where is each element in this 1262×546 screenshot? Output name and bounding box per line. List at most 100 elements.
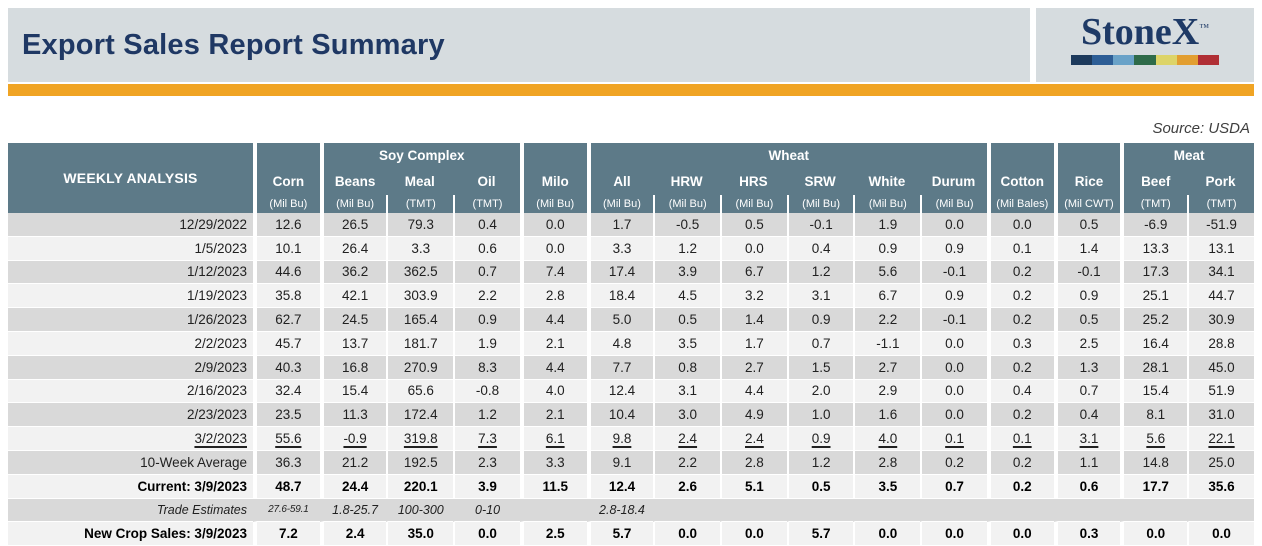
cell: 100-300 [386,498,454,523]
cell: 0.0 [720,522,787,546]
unit-header-all: (Mil Bu) [586,195,654,213]
unit-header-oil: (TMT) [453,195,520,213]
cell: 2.6 [653,474,721,499]
cell: 1.9 [453,331,520,356]
cell: 3.9 [453,474,520,499]
cell: 42.1 [319,284,387,309]
cell: 3.5 [853,474,921,499]
cell: 0.2 [986,403,1054,428]
cell: 165.4 [386,308,454,332]
cell: 25.0 [1187,450,1254,475]
cell: -0.5 [653,213,721,237]
cell: 2.4 [319,522,387,546]
table-body: 12/29/2022 12.6 26.5 79.3 0.4 0.0 1.7 -0.5 0.5 -0… [8,213,1254,546]
cell: 65.6 [386,379,454,404]
cell: 0.0 [920,331,987,356]
cell: 40.3 [253,355,320,380]
cell: 0.5 [1053,213,1121,237]
cell [853,498,921,523]
cell: 1.6 [853,403,921,428]
cell: 0.4 [986,379,1054,404]
cell: 0.9 [853,236,921,261]
table-row: 10-Week Average 36.3 21.2 192.5 2.3 3.3 9.1 2.2… [8,450,1254,475]
cell: 0.0 [519,236,587,261]
row-label: 1/26/2023 [8,308,253,332]
cell: 2.7 [853,355,921,380]
cell [786,498,854,523]
column-header-hrw: HRW [653,168,721,195]
cell: 3.1 [1053,427,1121,451]
cell: -0.8 [453,379,520,404]
cell: 3.9 [653,260,721,285]
cell: 0.9 [786,427,854,451]
cell: 26.4 [319,236,387,261]
cell: 28.8 [1187,331,1254,356]
stonex-logo-text: StoneX™ [1080,11,1210,53]
cell: 0.9 [920,236,987,261]
table-row: 1/19/2023 35.8 42.1 303.9 2.2 2.8 18.4 4.5 3.2 3.… [8,284,1254,309]
corn-group-spacer [253,143,320,168]
cell [1187,498,1254,523]
cell: 0.0 [653,522,721,546]
stonex-logo: StoneX™ [1036,8,1254,82]
cell: 0.2 [986,355,1054,380]
cell: 4.8 [586,331,654,356]
row-label: 1/19/2023 [8,284,253,309]
cell: 4.4 [519,308,587,332]
cell: 2.8 [720,450,787,475]
cell: 36.3 [253,450,320,475]
row-label: 2/9/2023 [8,355,253,380]
row-label: 10-Week Average [8,450,253,475]
column-header-cotton: Cotton [986,168,1054,195]
cell: -51.9 [1187,213,1254,237]
cell: 26.5 [319,213,387,237]
cell: 24.5 [319,308,387,332]
cell: 44.6 [253,260,320,285]
table-row: 12/29/2022 12.6 26.5 79.3 0.4 0.0 1.7 -0.5 0.5 -0… [8,213,1254,237]
row-label: New Crop Sales: 3/9/2023 [8,522,253,546]
cell: 2.8-18.4 [586,498,654,523]
cell: 21.2 [319,450,387,475]
cell: 7.4 [519,260,587,285]
column-header-white: White [853,168,921,195]
column-header-oil: Oil [453,168,520,195]
cell [519,498,587,523]
cell: -1.1 [853,331,921,356]
cell [1053,498,1121,523]
cell: 10.4 [586,403,654,428]
cell: 13.3 [1120,236,1188,261]
cell: 319.8 [386,427,454,451]
cell: 2.4 [720,427,787,451]
cell: 0.2 [986,450,1054,475]
logo-color-segment [1134,54,1156,65]
report-table: WEEKLY ANALYSIS Soy Complex Wheat Meat C… [8,143,1254,546]
cell: 1.5 [786,355,854,380]
cell: 2.2 [653,450,721,475]
cell: 2.0 [786,379,854,404]
cell: 32.4 [253,379,320,404]
cell: 0.2 [986,260,1054,285]
cell: 22.1 [1187,427,1254,451]
table-row: 2/9/2023 40.3 16.8 270.9 8.3 4.4 7.7 0.8 2.7 1.5 2… [8,355,1254,380]
cell: 25.1 [1120,284,1188,309]
cell: 0.2 [986,308,1054,332]
cell: 1.1 [1053,450,1121,475]
cell: 5.7 [586,522,654,546]
row-label: 1/5/2023 [8,236,253,261]
cell: 6.7 [853,284,921,309]
cell: 1.4 [720,308,787,332]
cell: 303.9 [386,284,454,309]
cell: 5.7 [786,522,854,546]
cell: 4.9 [720,403,787,428]
cell: 4.0 [519,379,587,404]
source-note: Source: USDA [1152,120,1250,137]
table-row: 2/23/2023 23.5 11.3 172.4 1.2 2.1 10.4 3.0 4.9 1.… [8,403,1254,428]
cell: 13.1 [1187,236,1254,261]
cell: 2.4 [653,427,721,451]
unit-header-white: (Mil Bu) [853,195,921,213]
cell: 23.5 [253,403,320,428]
cell: 0.9 [1053,284,1121,309]
cell: 181.7 [386,331,454,356]
table-row: 1/5/2023 10.1 26.4 3.3 0.6 0.0 3.3 1.2 0.0 0.4 0.9… [8,236,1254,261]
cell: 0.2 [986,284,1054,309]
